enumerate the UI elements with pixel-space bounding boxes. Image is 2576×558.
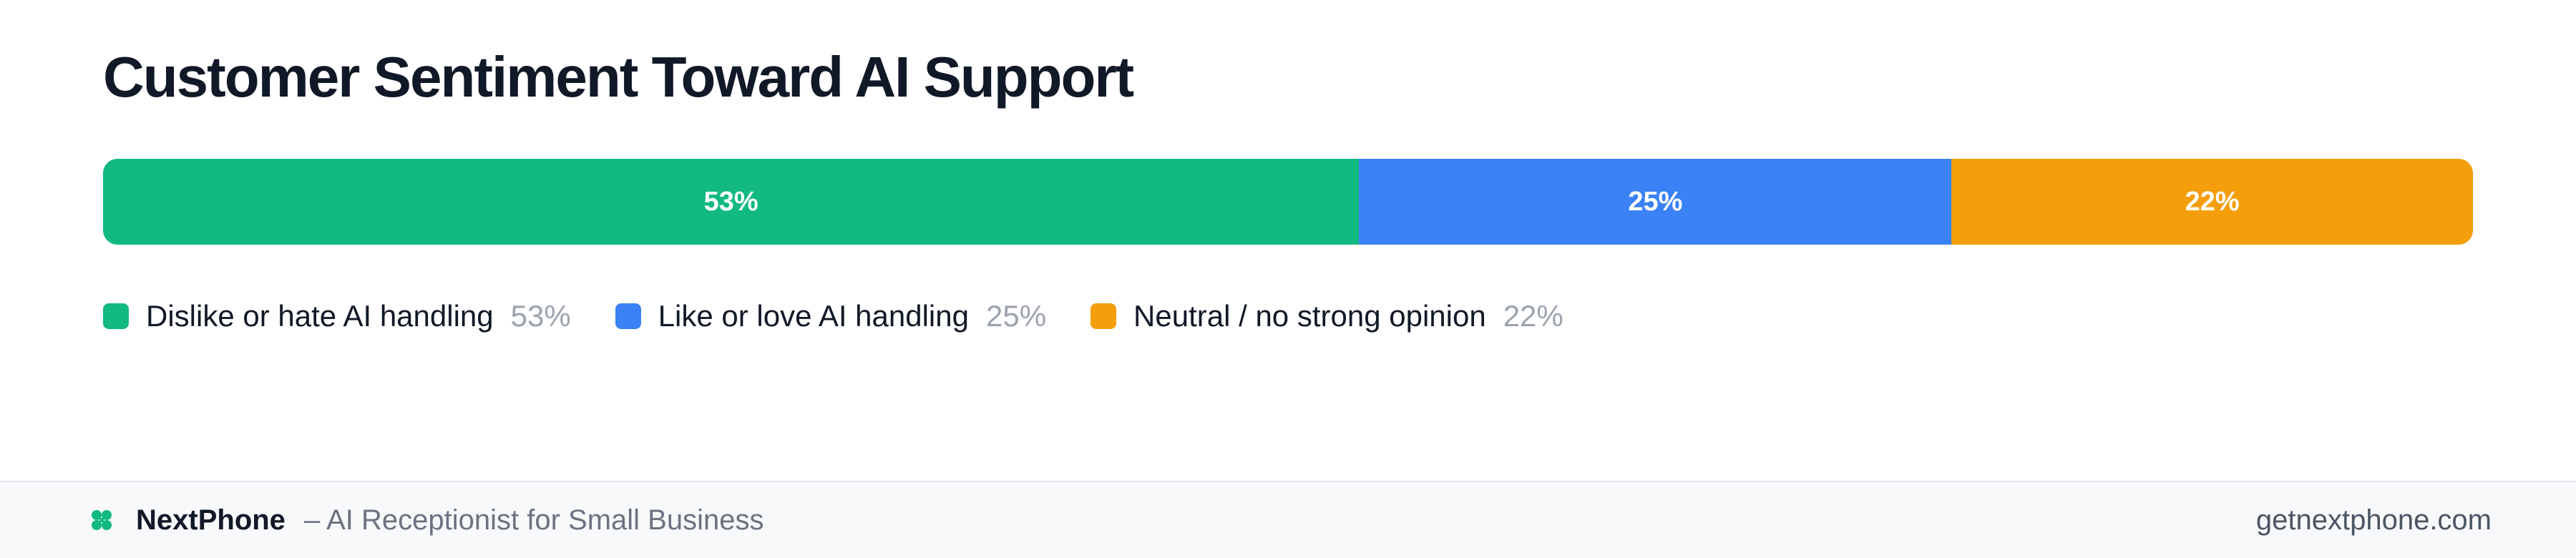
legend-label: Dislike or hate AI handling (146, 299, 494, 333)
footer: NextPhone – AI Receptionist for Small Bu… (0, 481, 2576, 558)
bar-segment-label: 22% (2185, 186, 2240, 217)
legend-value: 53% (510, 299, 571, 333)
bar-segment-1: 53% (103, 159, 1360, 245)
chart-title: Customer Sentiment Toward AI Support (103, 45, 1134, 109)
clover-icon (92, 510, 112, 530)
legend-value: 22% (1503, 299, 1563, 333)
legend-label: Neutral / no strong opinion (1133, 299, 1486, 333)
legend-label: Like or love AI handling (658, 299, 969, 333)
bar-segment-3: 22% (1951, 159, 2473, 245)
legend-item: Dislike or hate AI handling 53% (103, 299, 571, 333)
legend-swatch (103, 303, 129, 329)
bar-segment-2: 25% (1359, 159, 1952, 245)
brand-name: NextPhone (136, 504, 286, 536)
bar-segment-label: 25% (1628, 186, 1683, 217)
stacked-bar: 53% 25% 22% (103, 159, 2473, 245)
brand-tagline: – AI Receptionist for Small Business (303, 504, 764, 536)
legend-swatch (615, 303, 641, 329)
legend-value: 25% (985, 299, 1047, 333)
bar-segment-label: 53% (703, 186, 758, 217)
chart-legend: Dislike or hate AI handling 53% Like or lo… (103, 295, 1608, 338)
legend-swatch (1091, 303, 1117, 329)
legend-item: Like or love AI handling 25% (615, 299, 1046, 333)
brand[interactable]: NextPhone – AI Receptionist for Small Bu… (90, 482, 763, 558)
legend-item: Neutral / no strong opinion 22% (1091, 299, 1563, 333)
website-link[interactable]: getnextphone.com (2255, 504, 2492, 536)
